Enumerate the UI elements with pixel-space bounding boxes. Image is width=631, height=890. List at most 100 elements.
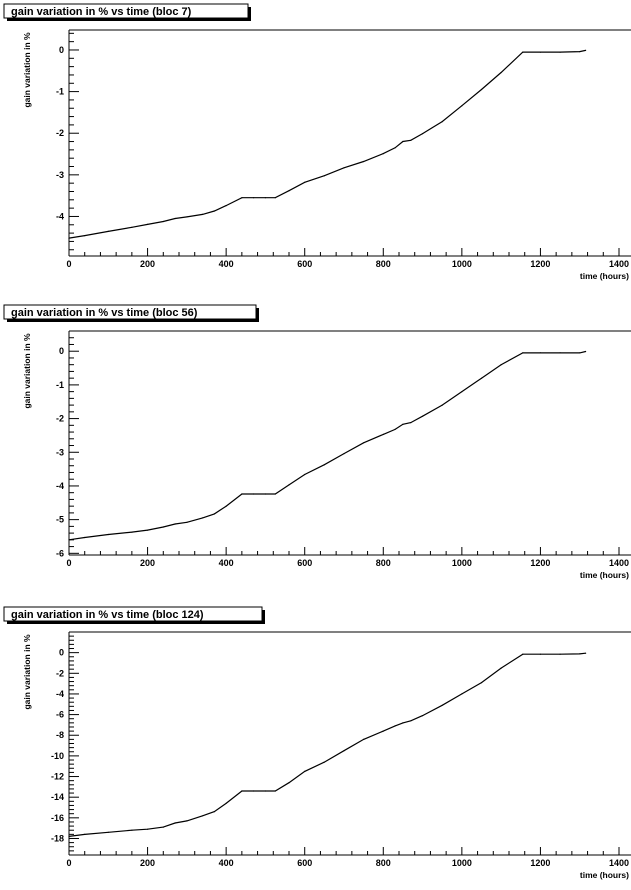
data-point xyxy=(522,51,524,53)
x-tick-label: 0 xyxy=(66,858,71,868)
data-point xyxy=(323,175,325,177)
data-point xyxy=(343,453,345,455)
data-point xyxy=(162,826,164,828)
x-tick-label: 200 xyxy=(140,858,155,868)
data-point xyxy=(147,828,149,830)
y-tick-label: 0 xyxy=(59,346,64,356)
x-axis-title: time (hours) xyxy=(580,271,629,281)
x-tick-label: 1200 xyxy=(530,558,550,568)
y-tick-label: -6 xyxy=(56,548,64,558)
x-tick-label: 600 xyxy=(297,858,312,868)
data-point xyxy=(394,428,396,430)
series-line xyxy=(68,49,586,239)
data-point xyxy=(274,197,276,199)
y-tick-label: -8 xyxy=(56,730,64,740)
x-tick-label: 1200 xyxy=(530,858,550,868)
data-point xyxy=(174,523,176,525)
x-tick-label: 0 xyxy=(66,558,71,568)
data-point xyxy=(68,835,70,838)
data-point xyxy=(363,160,365,163)
data-point xyxy=(500,667,502,669)
data-point xyxy=(480,88,483,91)
data-point xyxy=(241,790,243,792)
data-point xyxy=(422,715,424,717)
data-point xyxy=(441,121,443,123)
x-tick-label: 200 xyxy=(140,558,155,568)
data-point xyxy=(343,750,345,752)
data-point xyxy=(441,404,443,406)
data-point xyxy=(402,722,404,724)
data-point xyxy=(147,529,149,531)
data-point xyxy=(264,493,266,495)
data-point xyxy=(363,738,365,741)
data-point xyxy=(480,682,483,684)
y-tick-label: -1 xyxy=(56,380,64,390)
y-tick-label: -18 xyxy=(51,833,64,843)
data-point xyxy=(410,139,412,141)
data-point xyxy=(579,51,581,53)
x-tick-label: 1400 xyxy=(609,858,629,868)
chart-panel-3: gain variation in % vs time (bloc 124) 0 -… xyxy=(3,606,631,880)
data-point xyxy=(323,761,325,763)
data-point xyxy=(68,539,70,541)
y-tick-label: -4 xyxy=(56,211,64,221)
x-tick-label: 800 xyxy=(376,858,391,868)
data-point xyxy=(68,237,70,239)
y-axis-title: gain variation in % xyxy=(22,333,32,409)
y-tick-label: -4 xyxy=(56,481,64,491)
data-point xyxy=(202,213,204,215)
x-tick-label: 400 xyxy=(219,558,234,568)
data-point xyxy=(162,220,164,223)
data-point xyxy=(539,352,542,354)
y-tick-label: -6 xyxy=(56,710,64,720)
data-point xyxy=(402,140,404,143)
chart-panel-2: gain variation in % vs time (bloc 56) 0 -1… xyxy=(3,304,631,580)
y-tick-label: -5 xyxy=(56,515,64,525)
data-point xyxy=(585,652,587,654)
title-box xyxy=(3,606,263,622)
data-point xyxy=(343,167,345,169)
data-point xyxy=(174,822,176,824)
data-point xyxy=(225,205,227,207)
x-tick-label: 600 xyxy=(297,558,312,568)
data-point xyxy=(559,352,561,354)
data-point xyxy=(202,815,204,817)
x-tick-label: 400 xyxy=(219,858,234,868)
data-point xyxy=(500,71,502,74)
data-point xyxy=(522,653,524,655)
data-point xyxy=(288,782,290,784)
data-point xyxy=(84,235,86,237)
data-point xyxy=(559,653,561,655)
data-point xyxy=(174,217,176,220)
y-axis-title: gain variation in % xyxy=(22,634,32,710)
x-tick-label: 1000 xyxy=(452,858,472,868)
x-tick-label: 1200 xyxy=(530,259,550,269)
data-point xyxy=(461,693,463,695)
data-point xyxy=(585,49,587,52)
data-point xyxy=(213,811,215,813)
data-point xyxy=(213,210,215,212)
data-point xyxy=(363,442,365,444)
data-point xyxy=(410,720,412,722)
x-tick-label: 200 xyxy=(140,259,155,269)
data-point xyxy=(382,730,384,732)
data-point xyxy=(274,790,276,792)
data-point xyxy=(422,415,424,417)
data-point xyxy=(441,704,443,706)
data-point xyxy=(579,653,581,655)
x-axis-title: time (hours) xyxy=(580,570,629,580)
data-point xyxy=(480,377,483,379)
data-point xyxy=(410,422,412,424)
data-point xyxy=(559,51,561,53)
data-point xyxy=(461,391,463,393)
data-point xyxy=(382,433,384,435)
title-box xyxy=(3,3,249,19)
data-point xyxy=(402,423,404,425)
data-point xyxy=(304,181,306,183)
y-tick-label: -4 xyxy=(56,689,64,699)
chart-title: gain variation in % vs time (bloc 124) xyxy=(11,609,204,621)
data-point xyxy=(288,484,290,486)
y-tick-label: -12 xyxy=(51,772,64,782)
data-point xyxy=(84,536,86,539)
